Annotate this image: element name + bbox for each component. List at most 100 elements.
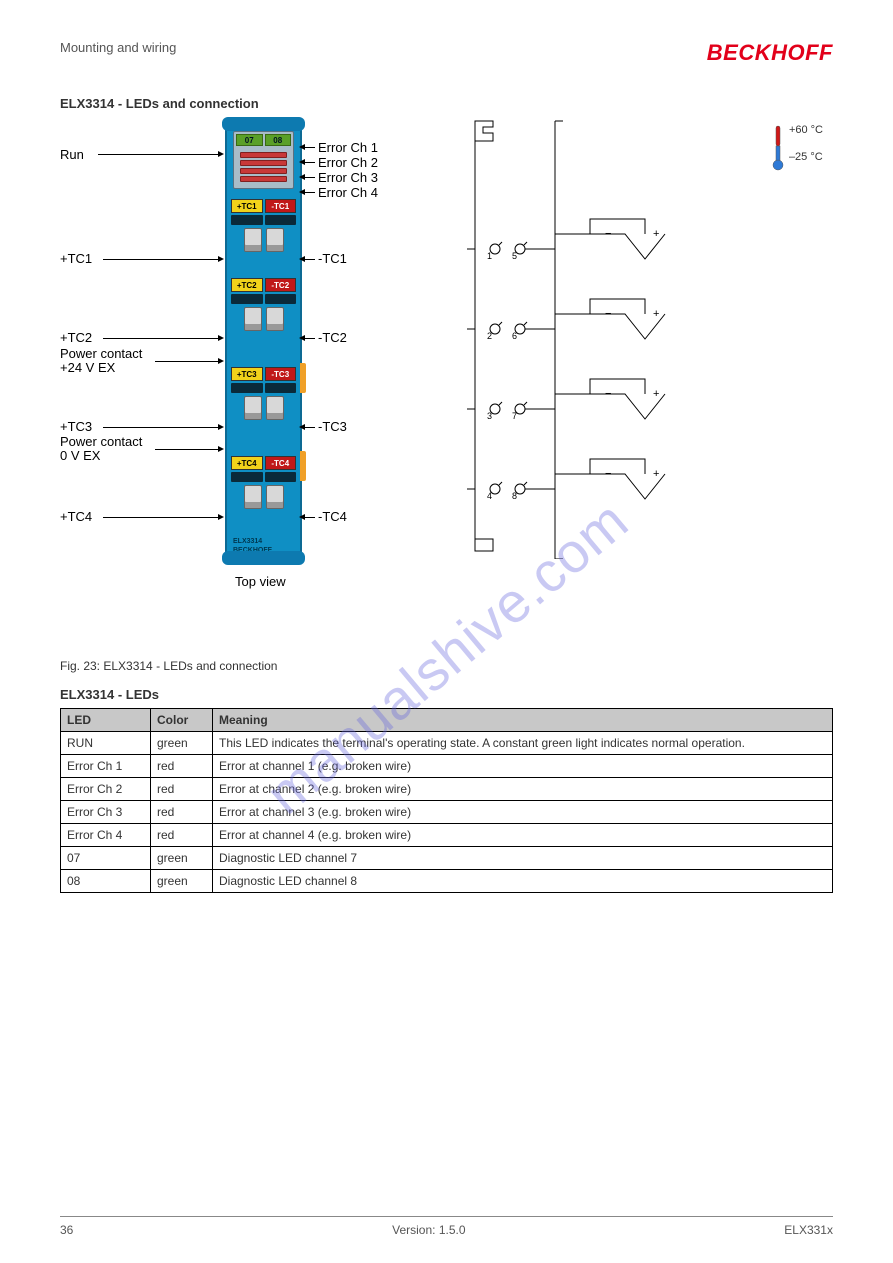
svg-text:+: + — [653, 228, 659, 240]
tag-tc2p: +TC2 — [231, 278, 263, 292]
table-row: Error Ch 2redError at channel 2 (e.g. br… — [61, 778, 833, 801]
footer-page: 36 — [60, 1223, 73, 1237]
terminal-icon — [266, 228, 284, 252]
channel-pair-3: +TC3-TC3 — [231, 367, 296, 420]
slot-icon — [231, 294, 263, 304]
terminal-icon — [244, 485, 262, 509]
svg-text:−: − — [605, 468, 611, 480]
svg-text:+: + — [653, 388, 659, 400]
tag-tc3n: -TC3 — [265, 367, 297, 381]
label-tc3n: -TC3 — [318, 419, 347, 434]
label-pc24-b: +24 V EX — [60, 360, 115, 375]
figure-area: Run +TC1 +TC2 Power contact +24 V EX +TC… — [60, 119, 833, 649]
label-tc2n: -TC2 — [318, 330, 347, 345]
figure-caption: Fig. 23: ELX3314 - LEDs and connection — [60, 659, 833, 673]
led-bar-icon — [240, 160, 287, 166]
svg-text:6: 6 — [512, 331, 517, 341]
arrow-icon — [103, 338, 220, 339]
terminal-icon — [266, 396, 284, 420]
arrow-icon — [303, 192, 315, 193]
svg-text:1: 1 — [487, 251, 492, 261]
slot-icon — [231, 215, 263, 225]
terminal-icon — [244, 228, 262, 252]
module-display: 07 08 — [233, 131, 294, 189]
label-tc4p: +TC4 — [60, 509, 92, 524]
arrow-icon — [303, 177, 315, 178]
tag-tc1n: -TC1 — [265, 199, 297, 213]
channel-pair-2: +TC2-TC2 — [231, 278, 296, 331]
svg-text:7: 7 — [512, 411, 517, 421]
arrow-icon — [98, 154, 220, 155]
table-title: ELX3314 - LEDs — [60, 687, 833, 702]
svg-text:4: 4 — [487, 491, 492, 501]
table-row: Error Ch 1redError at channel 1 (e.g. br… — [61, 755, 833, 778]
svg-text:8: 8 — [512, 491, 517, 501]
table-row: 08greenDiagnostic LED channel 8 — [61, 870, 833, 893]
power-contact-icon — [300, 451, 306, 481]
arrow-icon — [303, 259, 315, 260]
slot-icon — [265, 215, 297, 225]
disp-07: 07 — [236, 134, 263, 146]
terminal-module: 07 08 +TC1-TC1 +TC2-TC2 — [225, 121, 302, 561]
label-err3: Error Ch 3 — [318, 170, 378, 185]
th-meaning: Meaning — [213, 709, 833, 732]
svg-text:3: 3 — [487, 411, 492, 421]
led-table: LED Color Meaning RUNgreenThis LED indic… — [60, 708, 833, 893]
label-run: Run — [60, 147, 84, 162]
slot-icon — [265, 294, 297, 304]
th-led: LED — [61, 709, 151, 732]
temp-low: –25 °C — [789, 151, 823, 164]
thermometer-icon — [771, 124, 785, 172]
figure-subtitle: ELX3314 - LEDs and connection — [60, 96, 833, 111]
tag-tc2n: -TC2 — [265, 278, 297, 292]
label-tc3p: +TC3 — [60, 419, 92, 434]
label-tc2p: +TC2 — [60, 330, 92, 345]
terminal-icon — [244, 307, 262, 331]
led-bar-icon — [240, 168, 287, 174]
arrow-icon — [155, 449, 220, 450]
label-pc0-b: 0 V EX — [60, 448, 100, 463]
arrow-icon — [303, 162, 315, 163]
svg-text:−: − — [605, 228, 611, 240]
arrow-icon — [303, 147, 315, 148]
led-table-body: RUNgreenThis LED indicates the terminal'… — [61, 732, 833, 893]
th-color: Color — [151, 709, 213, 732]
label-tc1p: +TC1 — [60, 251, 92, 266]
label-err1: Error Ch 1 — [318, 140, 378, 155]
table-row: 07greenDiagnostic LED channel 7 — [61, 847, 833, 870]
channel-pair-1: +TC1-TC1 — [231, 199, 296, 252]
svg-text:−: − — [605, 308, 611, 320]
svg-text:+: + — [653, 468, 659, 480]
arrow-icon — [303, 517, 315, 518]
tag-tc4n: -TC4 — [265, 456, 297, 470]
arrow-icon — [303, 427, 315, 428]
temp-high: +60 °C — [789, 124, 823, 137]
table-row: RUNgreenThis LED indicates the terminal'… — [61, 732, 833, 755]
terminal-icon — [244, 396, 262, 420]
svg-text:2: 2 — [487, 331, 492, 341]
page-header: Mounting and wiring BECKHOFF — [60, 40, 833, 66]
arrow-icon — [103, 427, 220, 428]
module-label: ELX3314BECKHOFF — [233, 538, 272, 555]
power-contact-icon — [300, 363, 306, 393]
arrow-icon — [103, 259, 220, 260]
slot-icon — [231, 383, 263, 393]
table-row: Error Ch 4redError at channel 4 (e.g. br… — [61, 824, 833, 847]
table-row: Error Ch 3redError at channel 3 (e.g. br… — [61, 801, 833, 824]
terminal-icon — [266, 307, 284, 331]
label-err2: Error Ch 2 — [318, 155, 378, 170]
section-title: Mounting and wiring — [60, 40, 176, 55]
tag-tc1p: +TC1 — [231, 199, 263, 213]
footer-version: Version: 1.5.0 — [392, 1223, 465, 1237]
label-tc4n: -TC4 — [318, 509, 347, 524]
led-bar-icon — [240, 152, 287, 158]
led-bar-icon — [240, 176, 287, 182]
tag-tc4p: +TC4 — [231, 456, 263, 470]
schematic-diagram: 1 5 − + 2 6 — [455, 119, 705, 559]
label-tc1n: -TC1 — [318, 251, 347, 266]
slot-icon — [265, 472, 297, 482]
slot-icon — [265, 383, 297, 393]
temperature-range: +60 °C –25 °C — [771, 124, 823, 172]
label-err4: Error Ch 4 — [318, 185, 378, 200]
arrow-icon — [155, 361, 220, 362]
